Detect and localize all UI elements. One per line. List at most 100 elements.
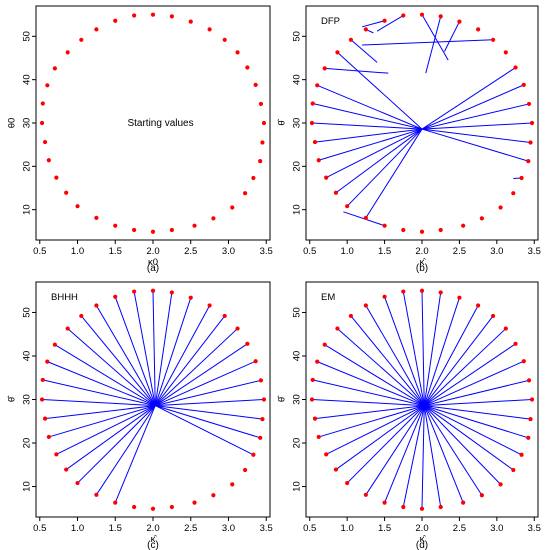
trajectory-line bbox=[424, 379, 530, 407]
x-tick-label: 3.5 bbox=[260, 523, 273, 534]
start-point bbox=[335, 326, 340, 331]
trajectory-line bbox=[421, 67, 516, 130]
trajectory-line bbox=[318, 405, 425, 438]
start-point bbox=[188, 295, 193, 300]
trajectory-line bbox=[423, 292, 442, 406]
start-point bbox=[513, 341, 518, 346]
y-tick-label: 20 bbox=[292, 438, 303, 449]
start-point bbox=[42, 139, 48, 145]
start-point bbox=[419, 506, 425, 511]
y-tick-label: 40 bbox=[22, 74, 33, 85]
start-point bbox=[207, 27, 212, 32]
x-tick-label: 1.5 bbox=[378, 246, 391, 257]
start-point bbox=[65, 50, 70, 55]
x-tick-label: 2.5 bbox=[184, 246, 197, 257]
trajectory-line bbox=[365, 405, 425, 496]
start-point bbox=[258, 101, 264, 107]
x-axis-label: κ0 bbox=[148, 257, 158, 268]
start-point bbox=[94, 303, 99, 308]
trajectory-line bbox=[65, 405, 156, 470]
x-axis-label: κ̂ bbox=[151, 534, 158, 545]
y-tick-label: 50 bbox=[292, 307, 303, 318]
trajectory-line bbox=[365, 305, 425, 406]
panel-caption: (b) bbox=[416, 263, 428, 274]
x-tick-label: 1.0 bbox=[341, 246, 354, 257]
start-point bbox=[222, 313, 227, 319]
x-axis-label: κ̂ bbox=[420, 257, 427, 268]
start-point bbox=[54, 175, 59, 180]
start-point bbox=[511, 191, 516, 196]
y-axis-label: θ0 bbox=[7, 118, 18, 129]
start-point bbox=[526, 435, 531, 440]
x-tick-label: 0.5 bbox=[303, 246, 316, 257]
trajectory-line bbox=[402, 405, 425, 508]
start-point bbox=[528, 140, 533, 145]
start-point bbox=[401, 13, 406, 18]
start-point bbox=[52, 66, 57, 71]
panel-b: 0.5 1.0 1.5 2.0 2.5 3.0 3.5 10 20 30 40 50 κ̂ θ̂ (b) DF… bbox=[277, 5, 541, 274]
start-point bbox=[315, 83, 320, 88]
y-tick-label: 30 bbox=[292, 394, 303, 405]
y-tick-label: 50 bbox=[22, 307, 33, 318]
trajectory-line bbox=[318, 128, 423, 161]
panel-caption: (c) bbox=[147, 540, 159, 550]
start-point bbox=[245, 341, 250, 346]
start-point bbox=[363, 492, 368, 497]
start-point bbox=[476, 27, 481, 32]
x-tick-label: 3.0 bbox=[222, 523, 235, 534]
trajectory-line bbox=[56, 405, 156, 455]
trajectory-line bbox=[324, 67, 389, 74]
panel-a: 0.5 1.0 1.5 2.0 2.5 3.0 3.5 10 20 30 40 50 κ0 θ0 (a) St… bbox=[7, 5, 273, 274]
trajectory-line bbox=[311, 399, 425, 407]
x-tick-label: 1.0 bbox=[71, 523, 84, 534]
trajectory-line bbox=[42, 399, 156, 407]
start-point bbox=[94, 27, 99, 32]
start-point bbox=[310, 101, 315, 106]
trajectory-line bbox=[155, 379, 262, 407]
x-tick-label: 1.5 bbox=[378, 523, 391, 534]
trajectory-line bbox=[350, 39, 378, 63]
start-point bbox=[363, 27, 368, 32]
trajectory-line bbox=[155, 399, 264, 407]
y-tick-label: 50 bbox=[22, 31, 33, 42]
start-point bbox=[253, 82, 258, 87]
start-point bbox=[64, 467, 69, 472]
start-point bbox=[333, 467, 339, 472]
trajectory-line bbox=[376, 15, 404, 32]
trajectory-line bbox=[152, 290, 156, 406]
x-tick-label: 3.5 bbox=[528, 523, 541, 534]
y-tick-label: 30 bbox=[22, 394, 33, 405]
start-point bbox=[519, 175, 524, 181]
start-point bbox=[188, 19, 193, 24]
start-point bbox=[503, 50, 508, 55]
start-point bbox=[363, 215, 368, 220]
start-point bbox=[335, 50, 340, 55]
trajectory-line bbox=[421, 128, 529, 162]
trajectory-line bbox=[155, 405, 261, 439]
x-tick-label: 3.5 bbox=[260, 246, 273, 257]
trajectory-line bbox=[424, 405, 531, 420]
y-tick-label: 40 bbox=[292, 74, 303, 85]
start-point bbox=[79, 37, 84, 42]
trajectory-line bbox=[314, 128, 423, 143]
trajectory-line bbox=[155, 405, 254, 456]
x-tick-label: 1.5 bbox=[109, 246, 122, 257]
start-point bbox=[490, 313, 496, 319]
trajectory-line bbox=[424, 405, 522, 456]
trajectory-line bbox=[114, 296, 156, 406]
start-point bbox=[94, 215, 99, 220]
start-point bbox=[169, 227, 174, 233]
start-point bbox=[526, 378, 532, 383]
panel-c: 0.5 1.0 1.5 2.0 2.5 3.0 3.5 10 20 30 40 50 κ̂ θ̂ (c) BH… bbox=[7, 281, 273, 550]
start-point bbox=[79, 313, 84, 319]
start-point bbox=[150, 229, 156, 234]
panel-title: DFP bbox=[321, 16, 340, 27]
start-point bbox=[230, 482, 235, 487]
start-point bbox=[348, 313, 354, 319]
y-tick-label: 10 bbox=[292, 481, 303, 492]
trajectory-line bbox=[133, 291, 156, 406]
y-tick-label: 30 bbox=[22, 118, 33, 129]
trajectory-line bbox=[423, 343, 516, 407]
start-point bbox=[40, 101, 45, 106]
y-axis-label: θ̂ bbox=[277, 395, 288, 402]
